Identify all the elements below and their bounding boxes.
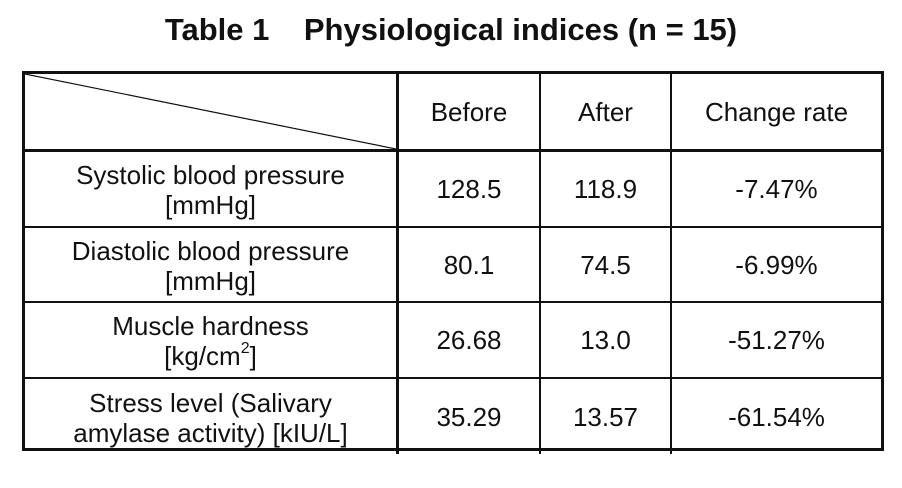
row-label-diastolic: Diastolic blood pressure [mmHg] — [25, 228, 399, 303]
unit-superscript: 2 — [240, 340, 250, 358]
cell-diastolic-change: -6.99% — [672, 228, 881, 303]
diagonal-divider — [25, 74, 396, 149]
cell-stress-before: 35.29 — [399, 379, 541, 454]
row-label-line2: [mmHg] — [165, 265, 256, 296]
cell-diastolic-after: 74.5 — [541, 228, 672, 303]
row-label-stress-level: Stress level (Salivary amylase activity)… — [25, 379, 399, 454]
row-label-line1: Muscle hardness — [112, 311, 309, 341]
row-label-systolic: Systolic blood pressure [mmHg] — [25, 152, 399, 228]
cell-muscle-change: -51.27% — [672, 303, 881, 379]
row-label-line1: Diastolic blood pressure — [71, 235, 350, 266]
cell-systolic-after: 118.9 — [541, 152, 672, 228]
cell-stress-change: -61.54% — [728, 401, 825, 432]
cell-muscle-after: 13.0 — [541, 303, 672, 379]
column-header-before: Before — [399, 74, 541, 152]
cell-systolic-change: -7.47% — [672, 152, 881, 228]
table-corner-cell — [25, 74, 399, 152]
physiological-indices-table: Before After Change rate Systolic blood … — [22, 71, 884, 454]
cell-muscle-before: 26.68 — [399, 303, 541, 379]
cell-systolic-before: 128.5 — [399, 152, 541, 228]
row-label-muscle-hardness: Muscle hardness [kg/cm2] — [25, 303, 399, 379]
table-caption: Table 1 Physiological indices (n = 15) — [164, 12, 738, 47]
row-label-line2: [kg/cm2] — [164, 340, 257, 371]
row-label-line2: [mmHg] — [165, 190, 256, 220]
cell-diastolic-before: 80.1 — [399, 228, 541, 303]
column-header-change-rate: Change rate — [672, 74, 881, 152]
cell-stress-after: 13.57 — [541, 379, 672, 454]
column-header-after: After — [541, 74, 672, 152]
row-label-line1: Systolic blood pressure — [76, 160, 345, 190]
row-label-line1: Stress level (Salivary — [89, 387, 332, 418]
row-label-line2: amylase activity) [kIU/L] — [73, 417, 348, 448]
